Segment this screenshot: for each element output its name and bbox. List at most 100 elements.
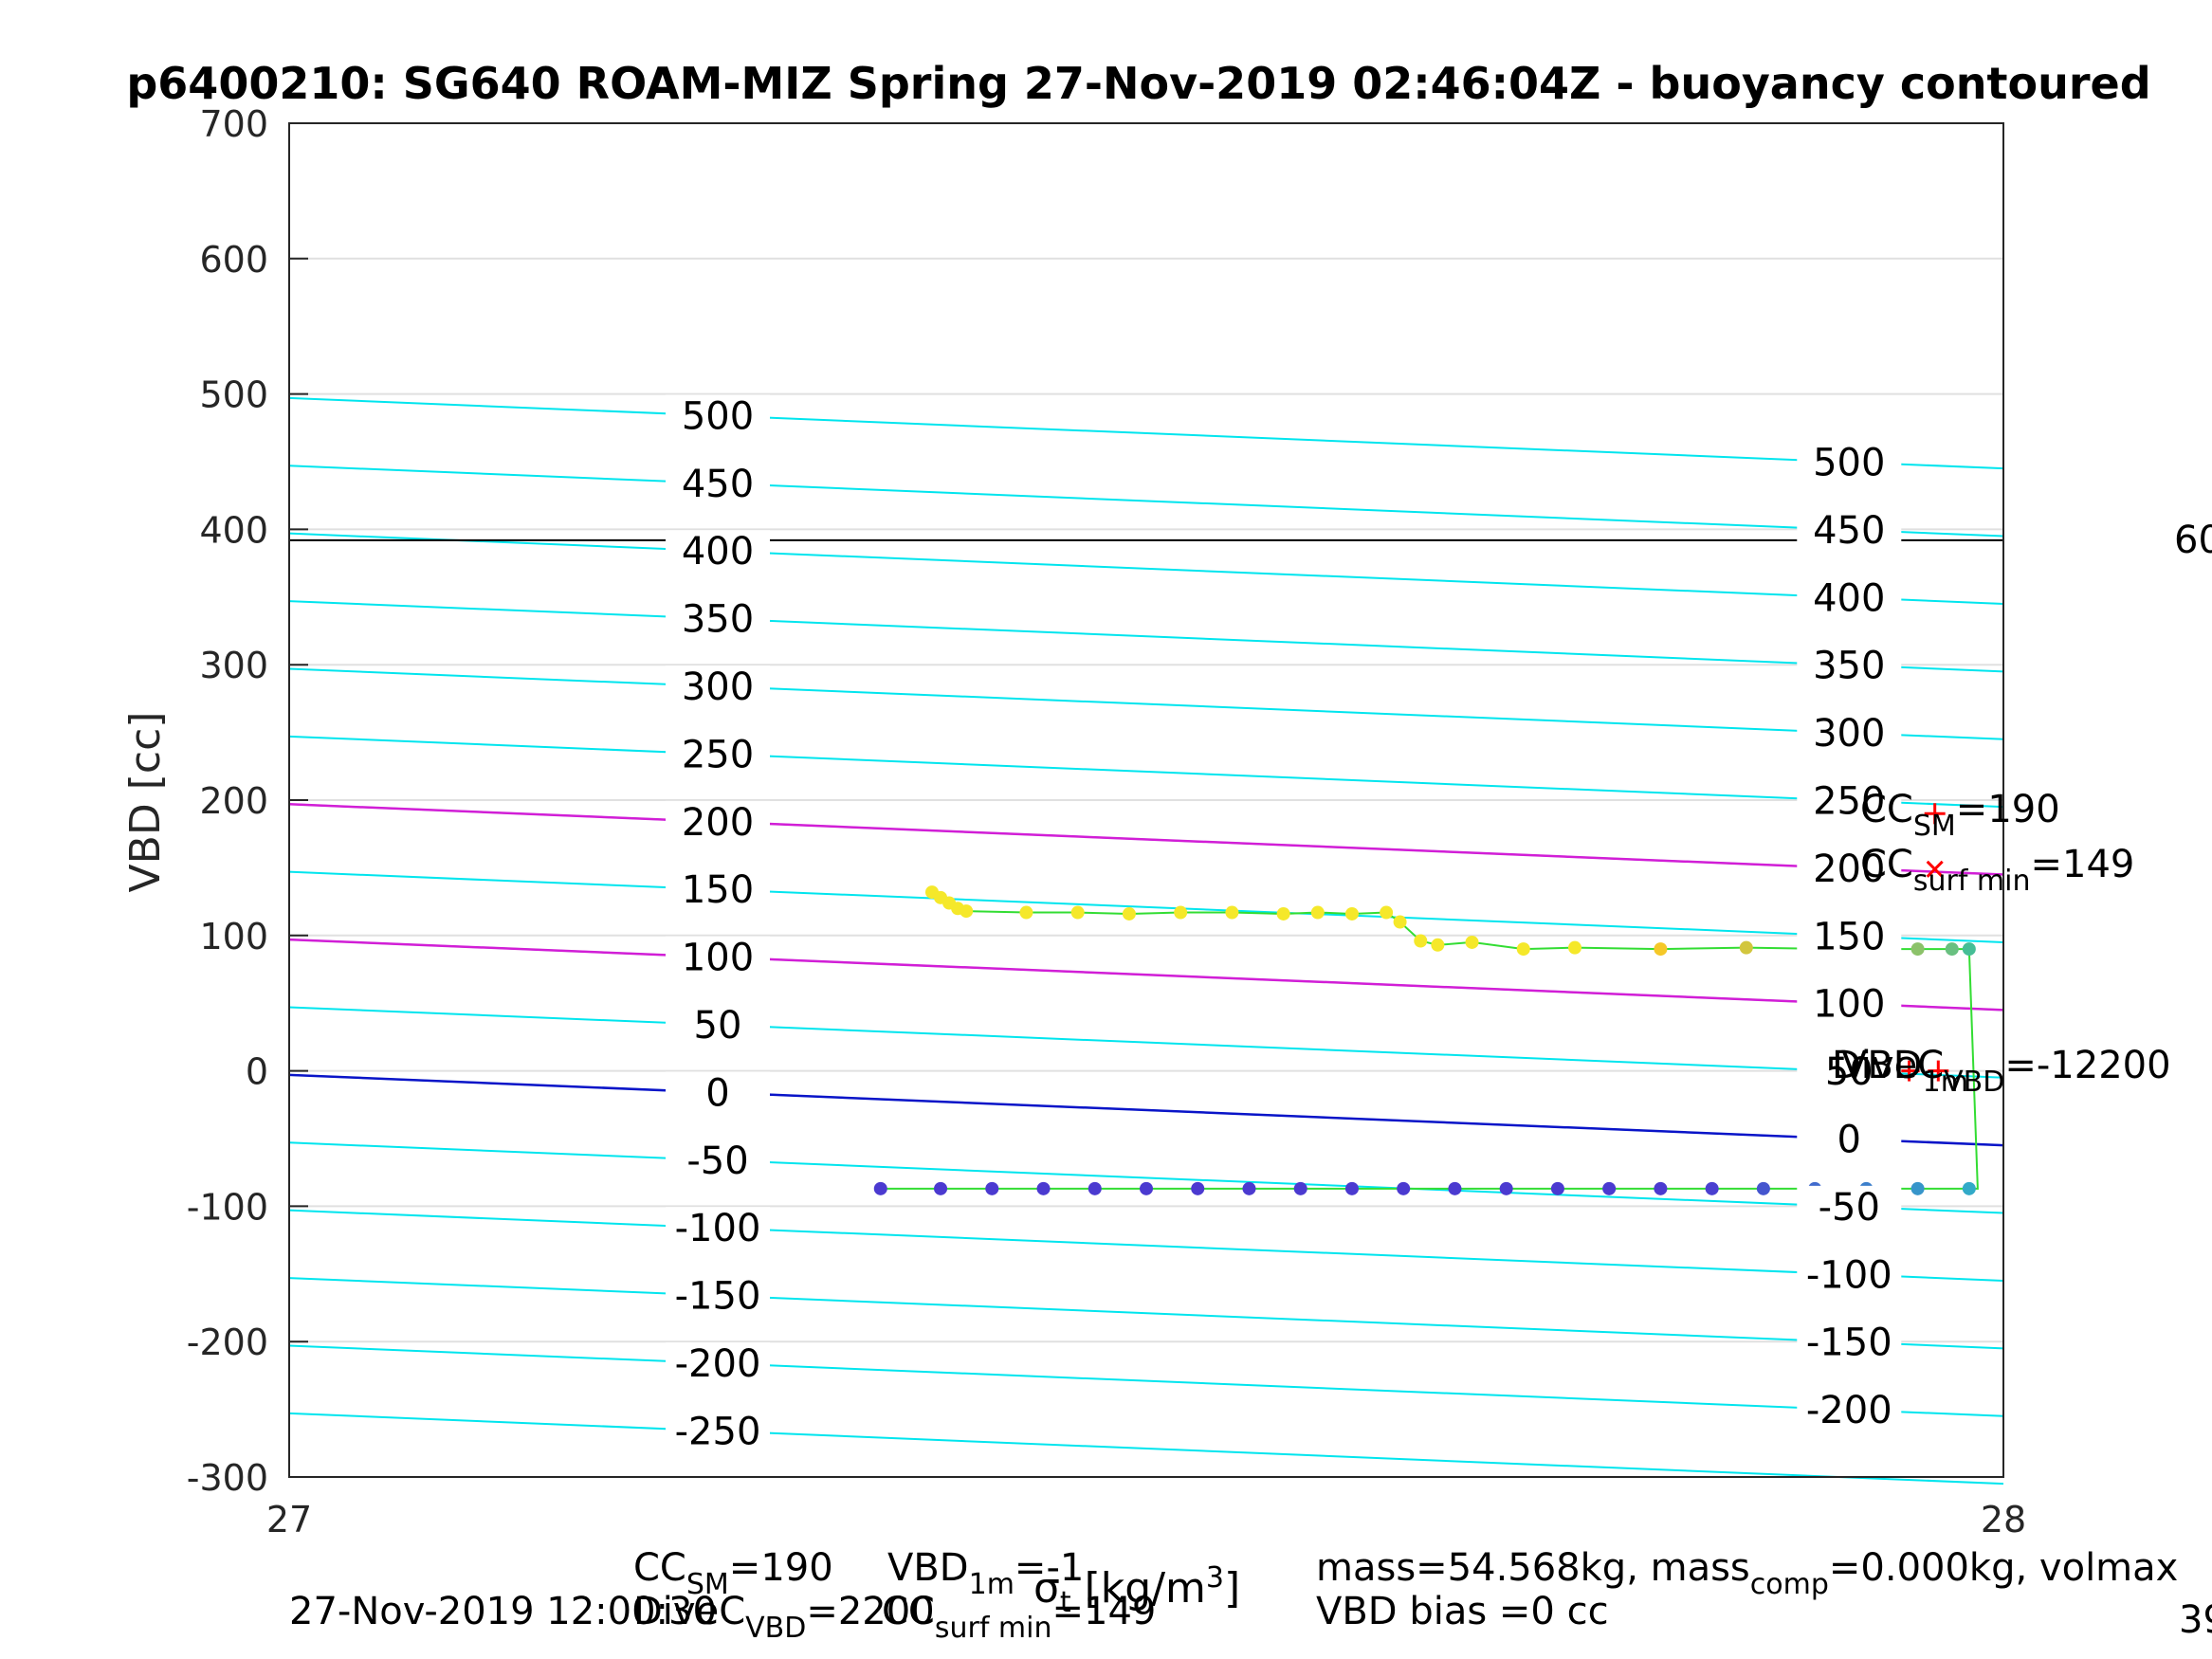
cc-sm-annotation: CCSM=190 (1860, 788, 2060, 843)
contour-label-bg (666, 1274, 770, 1317)
climb-point (1705, 1181, 1719, 1195)
contour-line (288, 667, 2004, 740)
climb-point (1344, 1181, 1359, 1195)
contour-labels: 5005004504504004003503503003002502502002… (666, 394, 1902, 1453)
footer-dive: DiveCVBD=2200 (633, 1590, 935, 1645)
climb-point (1036, 1181, 1051, 1195)
contour-label-bg (1797, 1253, 1902, 1296)
climb-point (1140, 1181, 1153, 1195)
contour-label: 0 (1837, 1118, 1861, 1161)
y-tick-label: -200 (187, 1322, 268, 1363)
contour-label-bg (1797, 1321, 1902, 1363)
climb-point (1397, 1181, 1411, 1195)
footer-mass: mass=54.568kg, masscomp=0.000kg, volmax (1316, 1546, 2178, 1601)
contour-label-bg (1797, 1185, 1902, 1228)
contour-label-bg (666, 800, 770, 843)
contour-line (288, 532, 2004, 605)
contour-label: -200 (675, 1342, 761, 1386)
contour-label-bg (1797, 982, 1902, 1025)
dive-point (1414, 934, 1428, 948)
y-tick-label: -300 (187, 1457, 268, 1499)
neutral-line (288, 1073, 2004, 1147)
climb-point (934, 1181, 948, 1195)
contour-label-bg (1797, 1050, 1902, 1093)
climb-point (1242, 1181, 1256, 1195)
dive-point (1654, 942, 1668, 957)
contour-lines (288, 396, 2004, 1486)
footer-cc-surf: CCsurf min=149 (882, 1590, 1156, 1645)
dive-point (1276, 906, 1290, 921)
contour-line (288, 735, 2004, 809)
contour-label-bg (666, 1410, 770, 1452)
climb-point (1756, 1181, 1770, 1195)
contour-label: -100 (675, 1207, 761, 1250)
contour-label-bg (666, 665, 770, 708)
plus-marker (1928, 1060, 1949, 1082)
contour-label: 100 (1813, 983, 1885, 1027)
y-tick-label: -100 (187, 1186, 268, 1228)
climb-point (1602, 1181, 1617, 1195)
x-tick-label: 28 (1981, 1499, 2026, 1540)
dive-point (1568, 940, 1581, 955)
footer-date: 27-Nov-2019 12:00:30 (289, 1590, 717, 1633)
climb-point (1191, 1181, 1205, 1195)
contour-label-bg (1797, 508, 1902, 551)
contour-label: 50 (1825, 1050, 1874, 1094)
y-tick-label: 500 (199, 374, 268, 416)
x-marker (1926, 860, 1944, 878)
dive-vbd-annotation: DiveCVBD=-12200 VBD1m (1832, 1044, 2171, 1099)
y-tick-label: 300 (199, 645, 268, 686)
dive-point (1516, 942, 1530, 957)
contour-label: 50 (694, 1004, 742, 1048)
contour-label: 0 (705, 1071, 729, 1115)
contour-line (288, 465, 2004, 538)
special-lines (288, 803, 2004, 1147)
bounds-line (288, 938, 2004, 1012)
y-tick-label: 700 (199, 103, 268, 145)
climb-point (1910, 1181, 1925, 1195)
contour-label: -50 (1819, 1186, 1880, 1230)
contour-label-bg (1797, 441, 1902, 483)
footer-vbd-bias: VBD bias =0 cc (1316, 1590, 1609, 1633)
svg-text:VBD1m: VBD1m (1841, 1044, 1968, 1099)
contour-line (288, 1344, 2004, 1417)
cc-surf-annotation: CCsurf min=149 (1860, 843, 2134, 898)
contour-label: 200 (682, 801, 754, 845)
contour-label: 350 (682, 598, 754, 642)
y-tick-label: 600 (199, 239, 268, 281)
contour-label: 350 (1813, 645, 1885, 688)
climb-point (985, 1181, 999, 1195)
right-axis-partial-bottom: 39 (2179, 1598, 2212, 1642)
svg-text:CCsurf min=149: CCsurf min=149 (1860, 843, 2134, 898)
dive-point (1070, 905, 1085, 920)
dive-point (1019, 905, 1033, 920)
y-tick-label: 0 (246, 1051, 268, 1093)
y-tick-label: 400 (199, 509, 268, 551)
contour-label: 500 (682, 394, 754, 438)
contour-label-bg (1797, 1389, 1902, 1431)
contour-label: -50 (686, 1139, 748, 1183)
dive-point (1344, 906, 1359, 921)
contour-label-bg (1797, 779, 1902, 822)
climb-point (1499, 1181, 1513, 1195)
contour-label: 500 (1813, 441, 1885, 484)
dive-point (1122, 906, 1136, 921)
contour-label: -150 (675, 1275, 761, 1319)
y-tick-label: 200 (199, 780, 268, 822)
contour-label: 150 (1813, 915, 1885, 958)
climb-point (1654, 1181, 1668, 1195)
chart-title: p6400210: SG640 ROAM-MIZ Spring 27-Nov-2… (126, 58, 2150, 109)
footer-vbd: VBD1m=-1 (887, 1546, 1084, 1601)
contour-label: 400 (1813, 576, 1885, 620)
contour-label-bg (1797, 915, 1902, 957)
climb-point (873, 1181, 887, 1195)
footer: 27-Nov-2019 12:00:30 CCSM=190 DiveCVBD=2… (289, 1546, 2178, 1645)
contour-label-bg (666, 936, 770, 978)
contour-line (288, 600, 2004, 673)
contour-label: 450 (682, 463, 754, 506)
dive-point (1962, 942, 1976, 957)
svg-text:CCSM=190: CCSM=190 (1860, 788, 2060, 843)
contour-label-bg (666, 1139, 770, 1181)
contour-label: 100 (682, 937, 754, 980)
